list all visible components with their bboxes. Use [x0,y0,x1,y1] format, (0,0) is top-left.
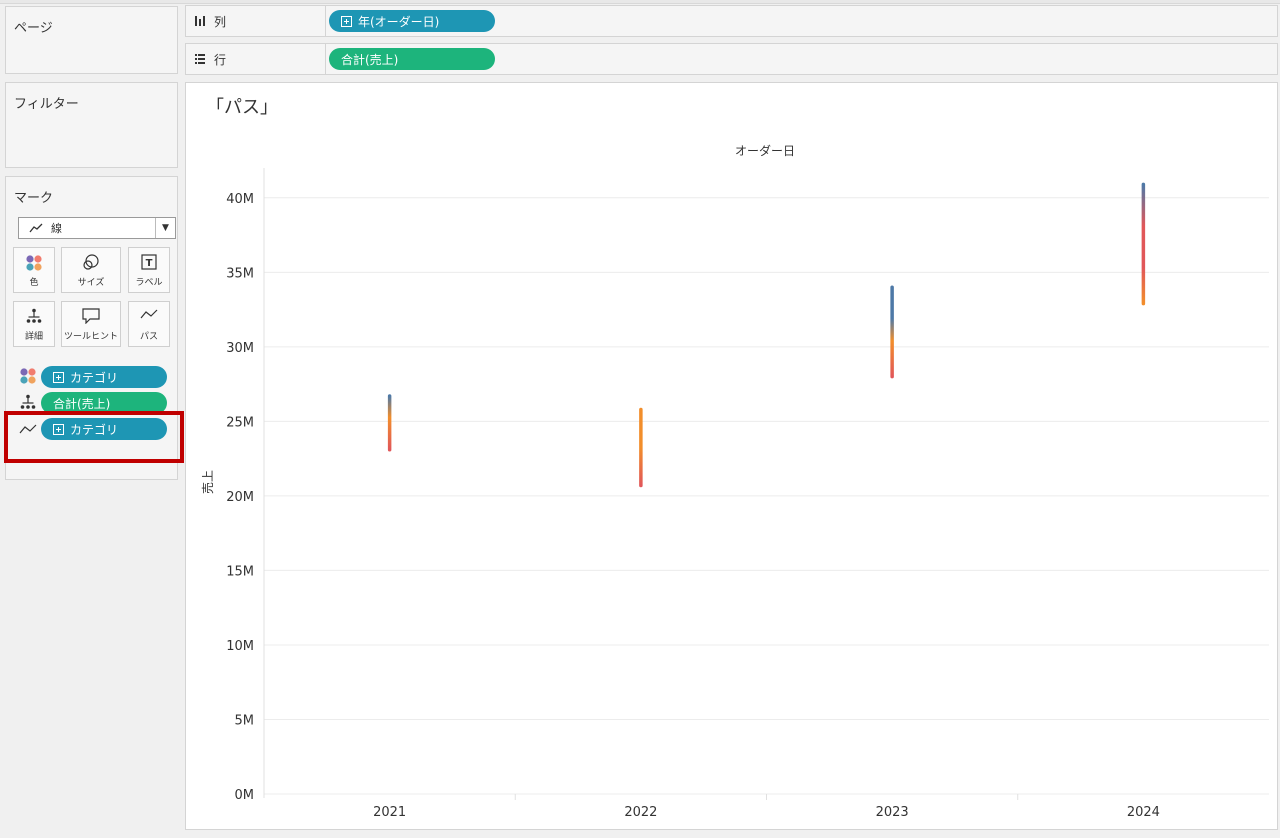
chevron-down-icon[interactable]: ▼ [155,218,175,238]
chart-marks[interactable] [387,182,1146,488]
label-icon: T [141,254,157,270]
color-field-pill[interactable]: カテゴリ [41,366,167,388]
highlight-box [4,411,184,463]
filters-card[interactable]: フィルター [5,82,178,168]
expand-plus-icon[interactable] [341,15,352,27]
y-tick-label: 30M [226,341,254,356]
path-field-pill[interactable]: カテゴリ [41,418,167,440]
mark-type-label: 線 [51,222,62,235]
x-axis-ticks: 2021 2022 2023 2024 [373,794,1160,820]
columns-icon [195,16,205,26]
svg-text:T: T [146,258,153,269]
label-button-label: ラベル [135,278,163,288]
path-button[interactable]: パス [128,301,170,347]
tooltip-button-label: ツールヒント [63,332,118,342]
rows-field-label: 合計(売上) [341,52,399,67]
detail-button[interactable]: 詳細 [13,301,55,347]
columns-shelf-text: 列 [214,14,227,29]
marks-card-title: マーク [14,191,54,206]
mark-type-dropdown[interactable]: 線 ▼ [18,217,176,239]
y-tick-label: 35M [226,266,254,281]
detail-button-label: 詳細 [24,332,43,342]
sheet-title: 「パス」 [206,97,278,118]
rows-shelf-text: 行 [214,52,227,67]
top-ruler [0,0,1280,4]
columns-shelf-label: 列 [186,6,326,36]
x-tick-label: 2023 [876,805,909,820]
pages-card[interactable]: ページ [5,6,178,74]
x-axis-header: オーダー日 [735,143,795,158]
y-tick-label: 40M [226,192,254,207]
color-field-label: カテゴリ [70,370,119,385]
y-axis-label: 売上 [200,470,215,494]
color-button[interactable]: 色 [13,247,55,293]
y-axis-ticks: 0M 5M 10M 15M 20M 25M 30M 35M 40M [226,192,254,803]
rows-shelf[interactable]: 行 合計(売上) [185,43,1278,75]
path-button-label: パス [139,332,158,342]
y-tick-label: 0M [235,788,255,803]
detail-field-label: 合計(売上) [53,396,111,411]
columns-field-pill[interactable]: 年(オーダー日) [329,10,495,32]
view-canvas: 「パス」 オーダー日 売上 0M 5M 10M 15M 20M 25M 30M 35M 40M … [185,82,1278,830]
expand-plus-icon[interactable] [53,423,64,435]
size-button-label: サイズ [77,278,105,288]
gridlines [263,168,1269,798]
detail-icon [26,308,42,323]
columns-shelf[interactable]: 列 年(オーダー日) [185,5,1278,37]
x-tick-label: 2021 [373,805,406,820]
y-tick-label: 20M [226,490,254,505]
label-button[interactable]: T ラベル [128,247,170,293]
tooltip-button[interactable]: ツールヒント [61,301,121,347]
rows-field-pill[interactable]: 合計(売上) [329,48,495,70]
x-tick-label: 2022 [624,805,657,820]
y-tick-label: 5M [235,713,255,728]
detail-field-pill[interactable]: 合計(売上) [41,392,167,414]
expand-plus-icon[interactable] [53,371,64,383]
y-tick-label: 25M [226,415,254,430]
size-icon [83,254,99,270]
path-field-label: カテゴリ [70,422,119,437]
x-tick-label: 2024 [1127,805,1160,820]
y-tick-label: 10M [226,639,254,654]
filters-card-title: フィルター [14,97,79,112]
path-icon [140,309,158,319]
color-dots-icon [26,255,42,271]
pages-card-title: ページ [14,21,53,36]
color-button-label: 色 [29,278,39,288]
size-button[interactable]: サイズ [61,247,121,293]
marks-card: マーク 線 ▼ 色 サイズ T ラベル [5,176,178,480]
color-dots-icon [20,368,36,384]
path-icon [19,424,37,434]
detail-icon [20,394,36,409]
tooltip-icon [82,308,100,324]
columns-field-label: 年(オーダー日) [358,14,440,29]
y-tick-label: 15M [226,564,254,579]
line-mark-icon [29,223,43,233]
rows-shelf-label: 行 [186,44,326,74]
rows-icon [195,54,205,64]
